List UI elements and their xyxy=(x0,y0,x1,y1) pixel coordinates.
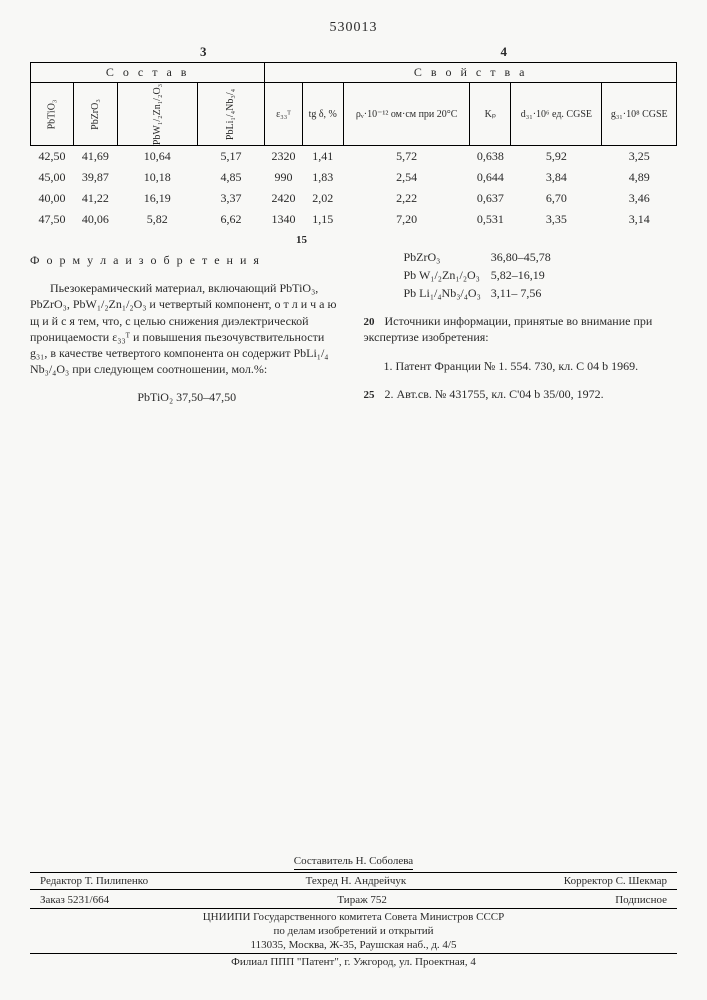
properties-table: С о с т а в С в о й с т в а PbTiO₃ PbZrO… xyxy=(30,62,677,230)
col-d31: d₃₁·10⁶ ед. CGSE xyxy=(511,83,602,146)
col-eps33: ε₃₃ᵀ xyxy=(265,83,302,146)
col-mark-4: 4 xyxy=(501,44,508,60)
sources-title: Источники информации, принятые во вниман… xyxy=(364,314,653,345)
line-mark-25: 25 xyxy=(364,388,382,403)
footer-editor: Редактор Т. Пилипенко xyxy=(40,875,148,887)
footer-tirage: Тираж 752 xyxy=(337,894,387,906)
col-pbzro3: PbZrO₃ xyxy=(73,83,117,146)
col-rho: ρᵥ·10⁻¹² ом·см при 20°C xyxy=(343,83,470,146)
footer-org1: ЦНИИПИ Государственного комитета Совета … xyxy=(30,911,677,923)
footer-corrector: Корректор С. Шекмар xyxy=(564,875,667,887)
group-header-properties: С в о й с т в а xyxy=(265,63,677,83)
col-pblinb: PbLi₁/₄Nb₃/₄ xyxy=(197,83,265,146)
table-row: 45,0039,8710,184,859901,832,540,6443,844… xyxy=(31,167,677,188)
footer-block: Составитель Н. Соболева Редактор Т. Пили… xyxy=(30,855,677,968)
footer-tech-editor: Техред Н. Андрейчук xyxy=(306,875,407,887)
col-pbtio3: PbTiO₃ xyxy=(31,83,74,146)
col-g31: g₃₁·10⁸ CGSE xyxy=(602,83,677,146)
footer-compiler: Составитель Н. Соболева xyxy=(294,855,413,870)
col-pbwzn: PbW₁/₂Zn₁/₂O₃ xyxy=(117,83,197,146)
claim-text: Пьезокерамический материал, включающий P… xyxy=(30,280,344,377)
table-row: 47,5040,065,826,6213401,157,200,5313,353… xyxy=(31,209,677,230)
document-number: 530013 xyxy=(30,20,677,36)
footer-order: Заказ 5231/664 xyxy=(40,894,109,906)
line-mark-20: 20 xyxy=(364,315,382,330)
footer-org2: по делам изобретений и открытий xyxy=(30,925,677,937)
source-2: 2. Авт.св. № 431755, кл. С'04 b 35/00, 1… xyxy=(385,387,604,401)
footer-address: 113035, Москва, Ж-35, Раушская наб., д. … xyxy=(30,939,677,951)
composition-ranges: PbZrO₃36,80–45,78 Pb W₁/₂Zn₁/₂O₃5,82–16,… xyxy=(404,248,561,303)
source-1: 1. Патент Франции № 1. 554. 730, кл. С 0… xyxy=(364,358,678,374)
table-row: 40,0041,2216,193,3724202,022,220,6376,70… xyxy=(31,188,677,209)
group-header-composition: С о с т а в xyxy=(31,63,265,83)
line-mark-15: 15 xyxy=(30,234,307,246)
footer-branch: Филиал ППП "Патент", г. Ужгород, ул. Про… xyxy=(30,953,677,968)
col-mark-3: 3 xyxy=(200,44,207,60)
col-tgd: tg δ, % xyxy=(302,83,343,146)
formula-title: Ф о р м у л а и з о б р е т е н и я xyxy=(30,252,344,268)
col-kp: Kₚ xyxy=(470,83,511,146)
claim-first-range: PbTiO₂ 37,50–47,50 xyxy=(30,389,344,405)
table-row: 42,5041,6910,645,1723201,415,720,6385,92… xyxy=(31,146,677,168)
footer-subscription: Подписное xyxy=(615,894,667,906)
column-marks: 3 4 xyxy=(30,44,677,60)
